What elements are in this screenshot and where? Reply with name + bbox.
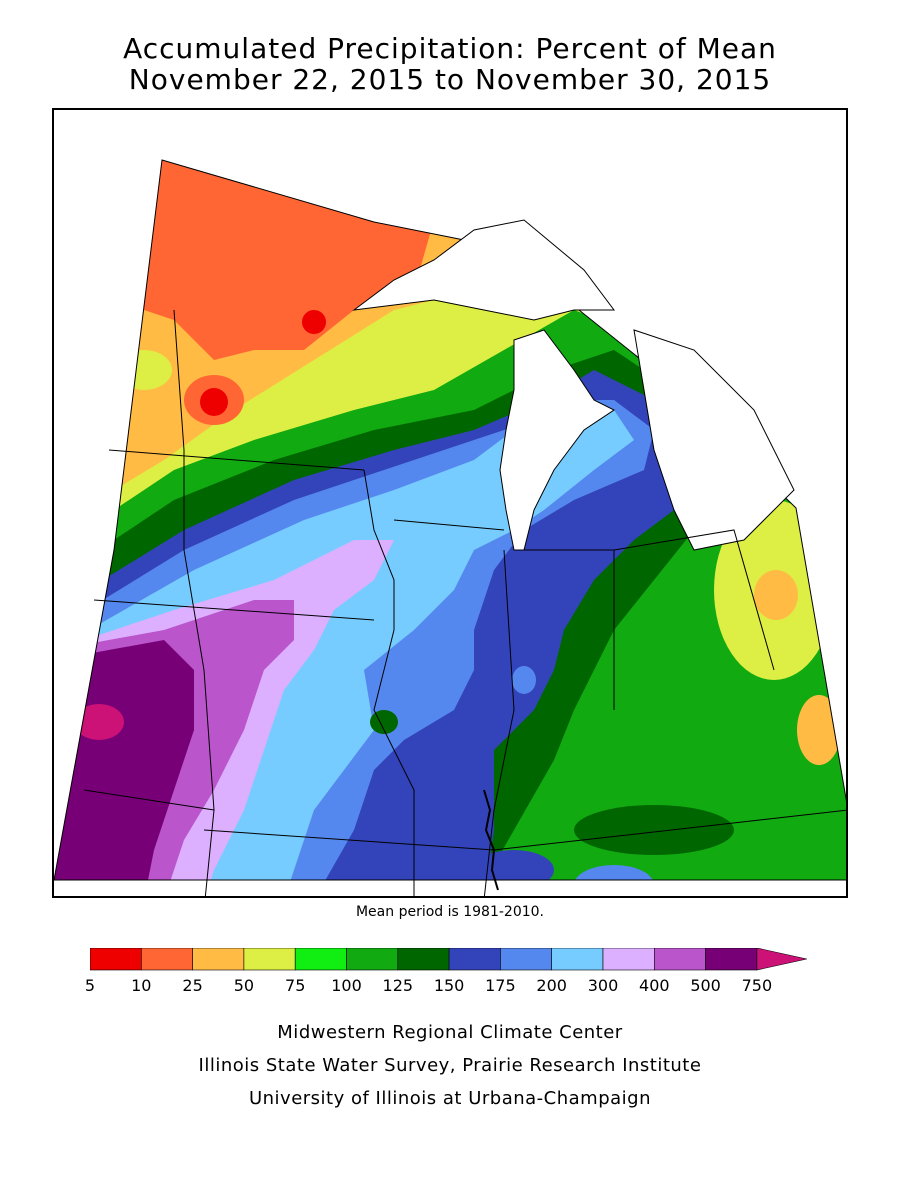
legend-tick-300: 300 — [587, 976, 619, 995]
legend-tick-75: 75 — [285, 976, 306, 995]
legend-cell-10 — [140, 948, 193, 971]
zone-25-50-southeast — [797, 695, 841, 765]
legend-cell-25 — [192, 948, 245, 971]
precipitation-map — [54, 159, 846, 896]
legend-cell-400 — [653, 948, 706, 971]
legend-cell-75 — [294, 948, 347, 971]
legend-tick-750: 750 — [741, 976, 773, 995]
legend-tick-125: 125 — [382, 976, 414, 995]
lake-superior — [352, 219, 615, 321]
legend-tick-5: 5 — [84, 976, 96, 995]
legend-tick-400: 400 — [639, 976, 670, 995]
legend-cell-50 — [243, 948, 296, 971]
legend-tick-25: 25 — [182, 976, 203, 995]
lake-huron — [633, 329, 795, 551]
zone-125-150-south — [574, 805, 734, 855]
state-borders — [83, 309, 846, 896]
legend-cell-200 — [551, 948, 604, 971]
legend-tick-175: 175 — [485, 976, 516, 995]
map-frame — [52, 108, 848, 898]
map-date-range: November 22, 2015 to November 30, 2015 — [128, 63, 772, 96]
zone-500-750 — [54, 640, 194, 880]
lake-michigan — [499, 329, 615, 551]
zone-50-75-spot — [116, 350, 172, 390]
zone-5-10-spot-b — [302, 310, 326, 334]
legend-tick-50: 50 — [233, 976, 255, 995]
map-title: Accumulated Precipitation: Percent of Me… — [123, 32, 777, 65]
credit-isws: Illinois State Water Survey, Prairie Res… — [198, 1055, 702, 1076]
zone-5-10-spot-a — [200, 388, 228, 416]
legend-tick-500: 500 — [690, 976, 721, 995]
color-legend — [90, 948, 807, 971]
legend-cell-5 — [90, 948, 142, 971]
credit-uiuc: University of Illinois at Urbana-Champai… — [248, 1088, 652, 1109]
legend-cell-300 — [602, 948, 655, 971]
legend-tick-10: 10 — [131, 976, 152, 995]
legend-tick-200: 200 — [536, 976, 567, 995]
mississippi-river — [483, 789, 499, 891]
mean-period-note: Mean period is 1981-2010. — [355, 904, 545, 920]
legend-tick-100: 100 — [331, 976, 362, 995]
zone-175-200-spot — [512, 666, 536, 694]
zone-25-50-east — [754, 570, 798, 620]
legend-labels: 5 10 25 50 75 100 125 150 175 200 300 400 500 750 — [0, 976, 900, 998]
legend-cell-125 — [397, 948, 450, 971]
legend-cell-175 — [500, 948, 552, 971]
domain-outline — [54, 159, 846, 881]
legend-arrow — [756, 948, 807, 971]
legend-tick-150: 150 — [433, 976, 465, 995]
credit-mrcc: Midwestern Regional Climate Center — [277, 1022, 623, 1043]
zone-750-spot — [74, 704, 124, 740]
legend-cell-150 — [448, 948, 501, 971]
legend-cell-100 — [346, 948, 399, 971]
zone-175-200-south — [574, 865, 654, 880]
legend-cell-500 — [705, 948, 758, 971]
